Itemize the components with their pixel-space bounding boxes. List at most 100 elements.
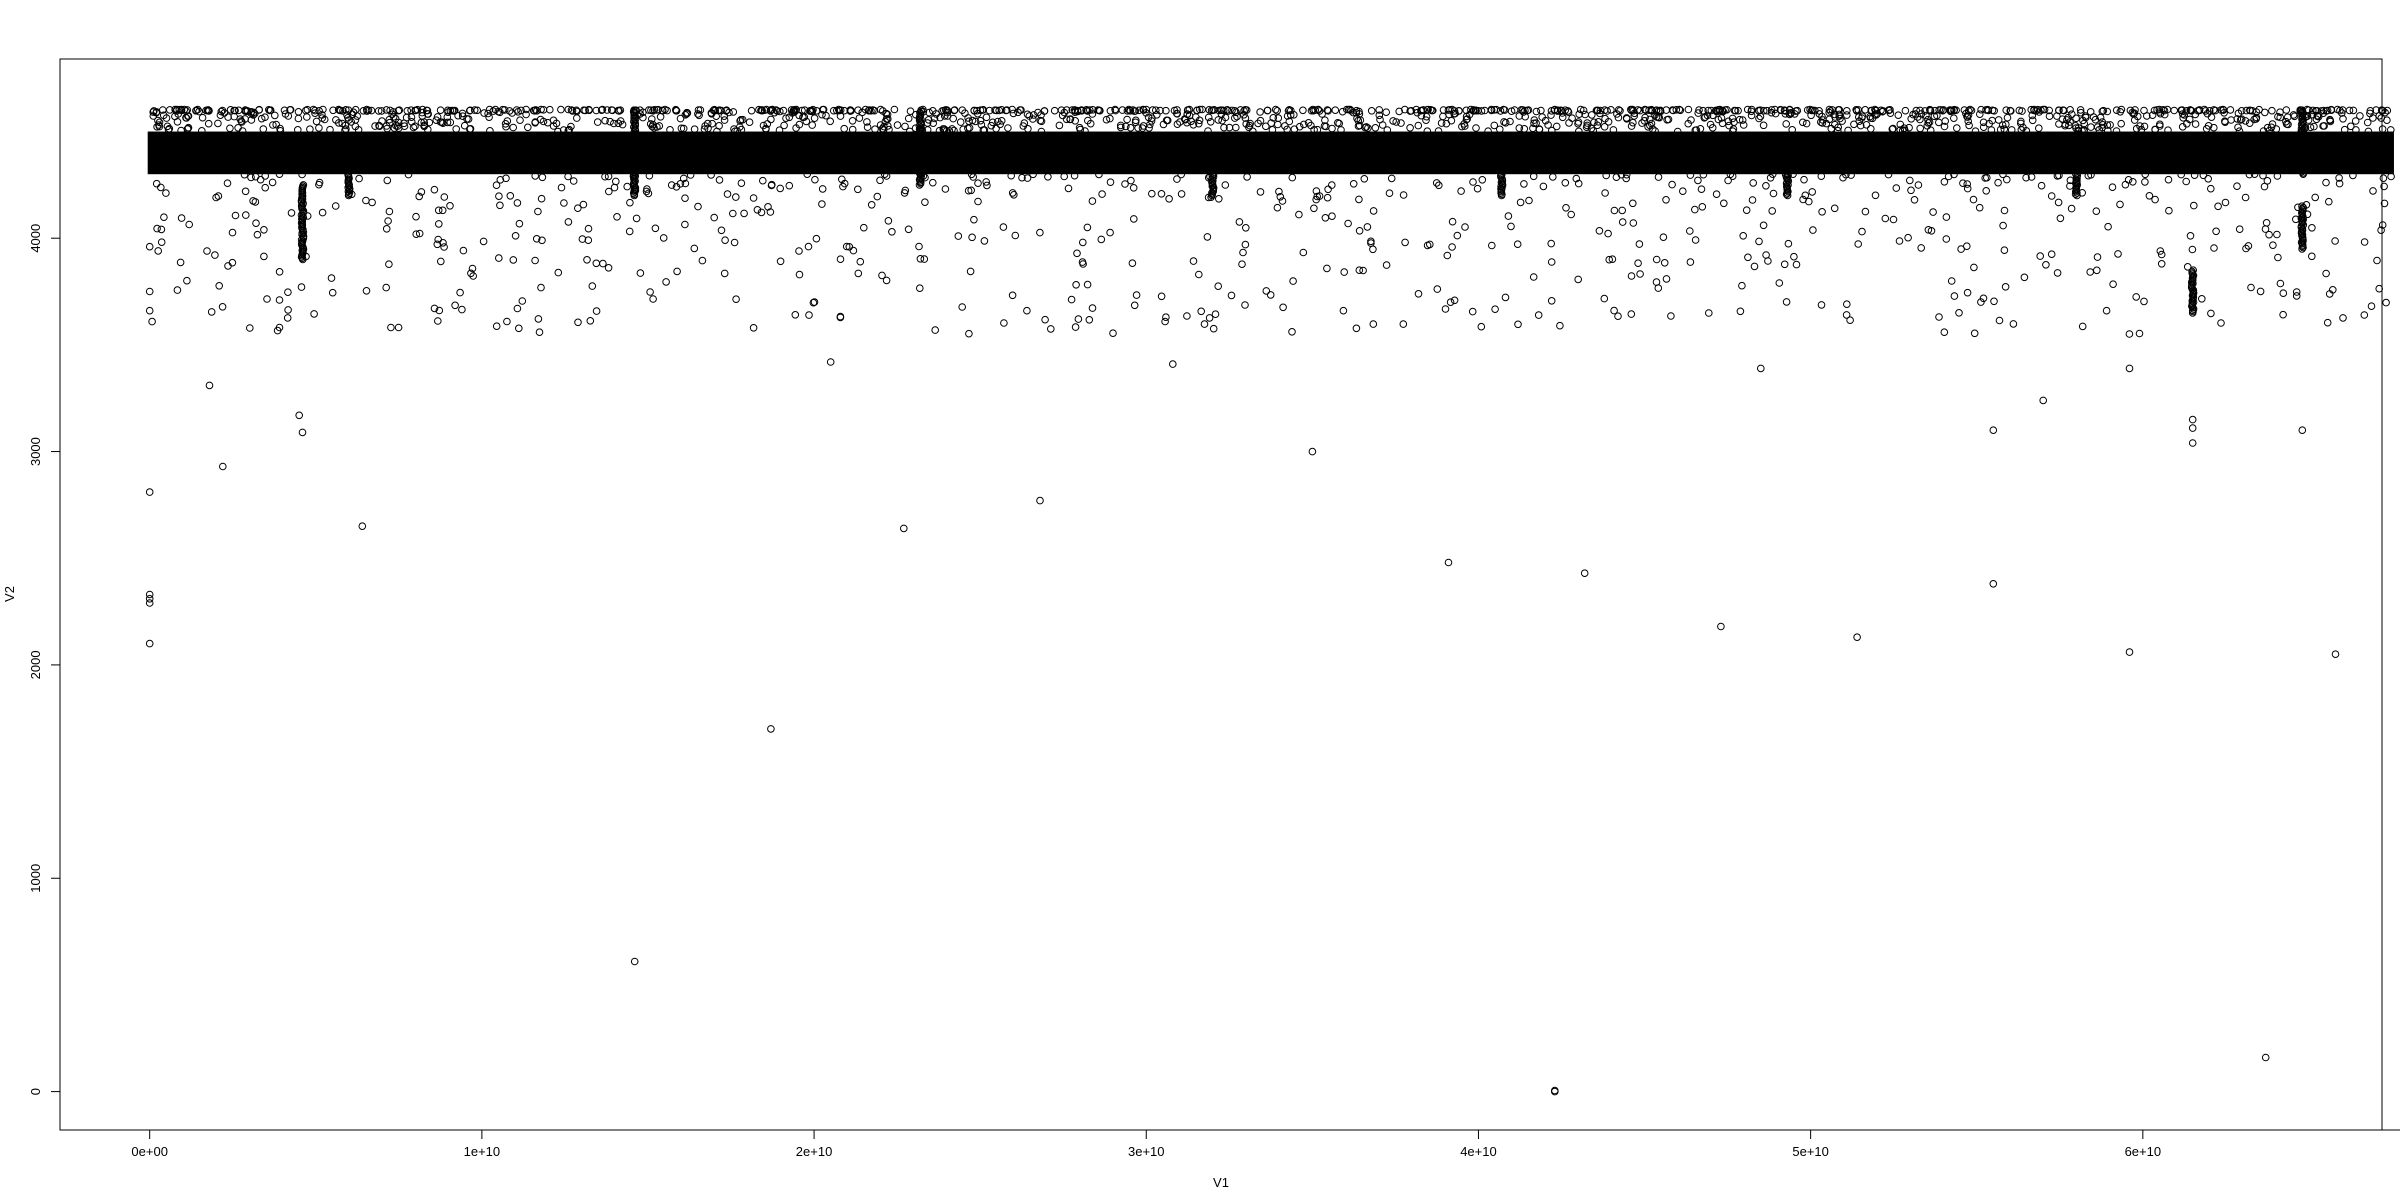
data-point: [1313, 125, 1322, 134]
data-point: [564, 218, 573, 226]
data-point: [2227, 116, 2235, 124]
data-point: [2130, 116, 2139, 124]
data-point: [1007, 171, 1016, 180]
data-point: [1744, 253, 1752, 262]
data-point: [559, 126, 568, 134]
data-point: [1414, 121, 1423, 130]
data-point: [263, 295, 271, 303]
data-point: [840, 124, 849, 133]
data-point: [888, 228, 896, 236]
data-point: [531, 172, 540, 180]
data-point: [1544, 121, 1552, 129]
data-point: [1686, 171, 1695, 179]
data-point: [1645, 106, 1653, 114]
data-point: [682, 110, 691, 118]
data-point: [1399, 320, 1408, 328]
data-point: [613, 213, 621, 221]
data-point: [1691, 205, 1699, 214]
data-point: [1461, 223, 1469, 231]
data-point: [351, 116, 360, 124]
data-point: [1792, 107, 1800, 115]
data-point: [883, 110, 892, 119]
data-point: [1726, 170, 1735, 179]
data-point: [2252, 113, 2261, 122]
data-point: [284, 112, 293, 120]
data-point: [466, 125, 474, 133]
data-point: [1963, 184, 1972, 193]
cluster-point: [630, 106, 638, 114]
data-point: [1959, 179, 1967, 187]
data-point: [1389, 117, 1397, 125]
x-tick-label: 3e+10: [1128, 1144, 1165, 1159]
data-point: [515, 324, 523, 333]
data-point: [173, 286, 182, 294]
data-point: [690, 125, 699, 133]
data-point: [1014, 108, 1022, 117]
data-point: [1969, 195, 1978, 204]
data-point: [1979, 123, 1988, 131]
data-point: [965, 329, 973, 338]
data-point: [721, 236, 729, 244]
data-point: [2108, 183, 2117, 191]
data-point: [1942, 213, 1951, 221]
data-point: [592, 106, 601, 115]
data-point: [417, 188, 426, 196]
data-point: [644, 189, 653, 198]
data-point: [1672, 106, 1681, 114]
data-point: [2182, 177, 2190, 186]
data-point: [2137, 125, 2146, 134]
data-point: [2093, 266, 2101, 275]
data-point: [294, 126, 302, 134]
x-axis-label: V1: [1213, 1175, 1229, 1190]
x-tick-label: 1e+10: [464, 1144, 501, 1159]
data-point: [496, 176, 505, 184]
data-point: [1940, 178, 1949, 186]
data-point: [1607, 106, 1615, 114]
data-point: [802, 117, 811, 126]
data-point: [900, 189, 909, 197]
data-point: [1135, 106, 1143, 115]
data-point: [2000, 125, 2009, 133]
cluster-point: [344, 170, 352, 178]
data-point: [1588, 111, 1596, 119]
data-point: [1434, 127, 1443, 135]
data-point: [732, 295, 740, 304]
data-point: [564, 105, 573, 114]
data-point: [1842, 170, 1850, 179]
data-point: [1204, 127, 1212, 135]
data-point: [818, 185, 827, 193]
data-point: [1501, 119, 1510, 127]
data-point: [2157, 250, 2166, 259]
data-point: [871, 125, 879, 133]
data-point: [1238, 260, 1246, 269]
data-point: [1073, 249, 1081, 258]
data-point: [2373, 256, 2381, 265]
data-point: [943, 108, 952, 117]
data-point: [782, 114, 790, 122]
data-point: [513, 304, 522, 313]
data-point: [1221, 181, 1230, 189]
data-point: [791, 311, 800, 319]
data-point: [931, 326, 940, 334]
data-point: [2282, 106, 2291, 114]
data-point: [732, 193, 740, 201]
data-point: [182, 107, 190, 115]
data-point: [2366, 109, 2374, 118]
data-point: [2064, 113, 2072, 122]
outlier-point: [900, 524, 908, 533]
data-point: [1273, 203, 1282, 212]
data-point: [1369, 245, 1377, 254]
data-point: [1060, 172, 1068, 181]
data-point: [2235, 225, 2244, 233]
data-point: [269, 121, 277, 129]
data-point: [1894, 111, 1903, 119]
data-point: [579, 200, 588, 209]
data-point: [412, 212, 420, 221]
data-point: [842, 242, 851, 251]
data-point: [873, 192, 882, 201]
data-point: [502, 122, 510, 131]
data-point: [237, 117, 245, 125]
data-point: [1285, 117, 1294, 126]
data-point: [1195, 116, 1204, 125]
data-point: [1072, 281, 1080, 289]
